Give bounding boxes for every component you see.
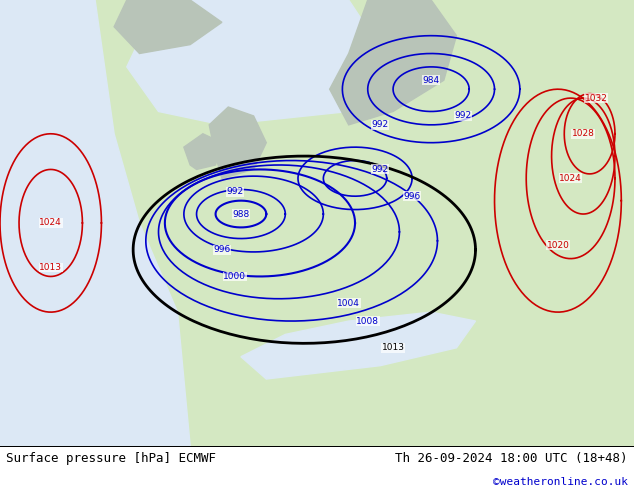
Polygon shape: [209, 107, 266, 178]
Text: 984: 984: [422, 76, 440, 85]
Text: 992: 992: [226, 187, 243, 196]
Text: 992: 992: [454, 111, 472, 121]
Text: 1013: 1013: [39, 263, 62, 272]
Text: 1000: 1000: [223, 272, 246, 281]
Polygon shape: [127, 0, 393, 125]
Text: 1013: 1013: [382, 343, 404, 352]
Text: 996: 996: [403, 192, 421, 201]
Text: 992: 992: [372, 165, 389, 174]
Polygon shape: [0, 0, 190, 446]
Text: ©weatheronline.co.uk: ©weatheronline.co.uk: [493, 477, 628, 487]
Text: 992: 992: [372, 121, 389, 129]
Text: 988: 988: [232, 210, 250, 219]
Text: 1024: 1024: [39, 219, 62, 227]
Text: 1004: 1004: [337, 299, 360, 308]
Text: 1032: 1032: [585, 94, 607, 102]
Text: 996: 996: [213, 245, 231, 254]
Text: 1024: 1024: [559, 174, 582, 183]
Text: 1028: 1028: [572, 129, 595, 138]
Polygon shape: [114, 0, 222, 53]
Text: 1020: 1020: [547, 241, 569, 250]
Text: Th 26-09-2024 18:00 UTC (18+48): Th 26-09-2024 18:00 UTC (18+48): [395, 452, 628, 465]
Polygon shape: [184, 134, 222, 170]
Text: 1008: 1008: [356, 317, 379, 325]
Polygon shape: [241, 312, 476, 379]
Text: Surface pressure [hPa] ECMWF: Surface pressure [hPa] ECMWF: [6, 452, 216, 465]
Polygon shape: [330, 0, 456, 125]
